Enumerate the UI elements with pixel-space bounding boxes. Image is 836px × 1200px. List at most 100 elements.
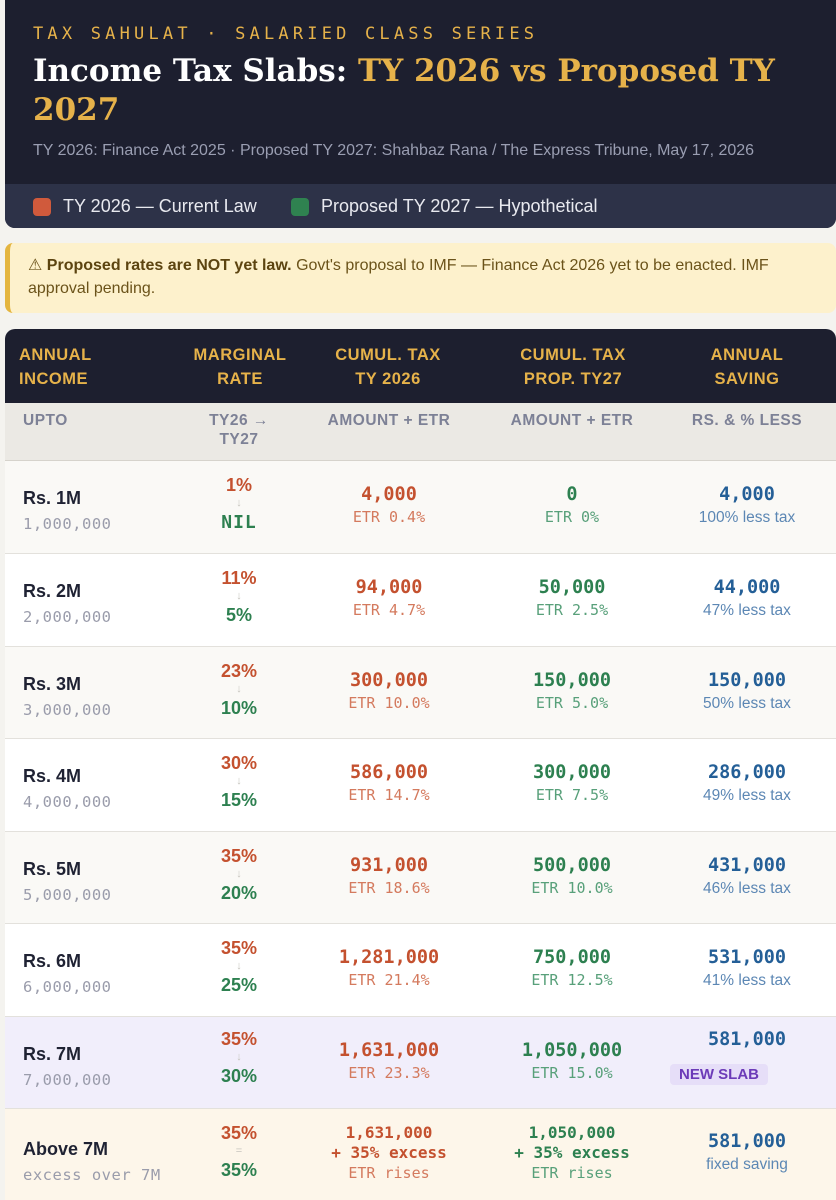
tax26-amount: 1,631,000	[338, 1040, 440, 1061]
down-arrow-icon: ↓	[236, 1051, 242, 1063]
warning-bold: Proposed rates are NOT yet law.	[46, 257, 292, 274]
rate-cell: 11% ↓ 5%	[189, 568, 289, 626]
subheader-amount-etr-27: AMOUNT + ETR	[510, 412, 634, 429]
rate-new: 15%	[220, 790, 258, 810]
table-row-new-slab: Rs. 7M 7,000,000 35% ↓ 30% 1,631,000 ETR…	[5, 1017, 836, 1109]
saving-cell: 431,000 46% less tax	[665, 855, 829, 898]
rate-old: 35%	[220, 1123, 258, 1143]
rate-old: 1%	[225, 475, 252, 495]
income-cell: Rs. 5M 5,000,000	[23, 859, 112, 904]
tax27-etr: ETR 7.5%	[535, 786, 609, 804]
table-row: Rs. 4M 4,000,000 30% ↓ 15% 586,000 ETR 1…	[5, 739, 836, 832]
tax26-amount: 931,000	[350, 855, 428, 876]
saving-less: 49% less tax	[703, 787, 791, 804]
tax26-cell: 1,281,000 ETR 21.4%	[307, 947, 471, 989]
tax26-amount: 586,000	[350, 762, 428, 783]
tax26-etr: ETR 23.3%	[348, 1064, 430, 1082]
new-slab-badge: NEW SLAB	[670, 1064, 768, 1085]
tax26-etr: ETR 10.0%	[348, 694, 430, 712]
tax26-cell: 1,631,000 ETR 23.3%	[307, 1040, 471, 1082]
income-cell: Rs. 7M 7,000,000	[23, 1044, 112, 1089]
saving-amount: 581,000	[708, 1029, 786, 1050]
tax27-amount: 750,000	[533, 947, 611, 968]
tax27-amount: 150,000	[533, 670, 611, 691]
equals-icon: =	[235, 1145, 243, 1157]
rate-cell: 35% ↓ 25%	[189, 938, 289, 996]
rate-cell: 23% ↓ 10%	[189, 661, 289, 719]
header-cumul-tax-ty2026: CUMUL. TAX TY 2026	[335, 346, 441, 388]
saving-less: 100% less tax	[698, 509, 796, 526]
saving-amount: 581,000	[708, 1131, 786, 1152]
tax27-amount: 50,000	[538, 577, 606, 598]
table-row: Rs. 1M 1,000,000 1% ↓ NIL 4,000 ETR 0.4%…	[5, 461, 836, 554]
tax26-amount: 4,000	[361, 484, 417, 505]
tax27-amount: 1,050,000	[528, 1123, 616, 1142]
income-full: 2,000,000	[23, 608, 112, 626]
saving-cell: 150,000 50% less tax	[665, 670, 829, 713]
down-arrow-icon: ↓	[236, 775, 242, 787]
income-full: 6,000,000	[23, 978, 112, 996]
saving-less: 41% less tax	[703, 972, 791, 989]
tax27-amount: 500,000	[533, 855, 611, 876]
income-cell: Rs. 2M 2,000,000	[23, 581, 112, 626]
subheader-rs-percent-less: RS. & % LESS	[691, 412, 803, 429]
income-full: 4,000,000	[23, 793, 112, 811]
saving-cell: 4,000 100% less tax	[665, 484, 829, 527]
table-row: Rs. 3M 3,000,000 23% ↓ 10% 300,000 ETR 1…	[5, 647, 836, 739]
income-cell: Rs. 1M 1,000,000	[23, 488, 112, 533]
title-part-2: TY 2026 vs Proposed TY 2027	[33, 53, 775, 128]
tax26-rises: ETR rises	[348, 1164, 430, 1182]
saving-amount: 44,000	[713, 577, 781, 598]
tax27-cell: 750,000 ETR 12.5%	[491, 947, 653, 989]
tax27-etr: ETR 2.5%	[535, 601, 609, 619]
tax27-cell: 50,000 ETR 2.5%	[491, 577, 653, 619]
tax26-etr: ETR 0.4%	[352, 508, 426, 526]
rate-new: 25%	[220, 975, 258, 995]
legend-item-ty2026: TY 2026 — Current Law	[33, 196, 257, 217]
rate-cell: 35% = 35%	[189, 1123, 289, 1181]
tax27-excess: + 35% excess	[514, 1143, 630, 1162]
income-cell: Above 7M excess over 7M	[23, 1139, 161, 1184]
income-label: Rs. 2M	[23, 581, 82, 601]
tax27-cell: 150,000 ETR 5.0%	[491, 670, 653, 712]
legend-label-ty2027: Proposed TY 2027 — Hypothetical	[321, 196, 598, 216]
saving-amount: 4,000	[719, 484, 775, 505]
page-title: Income Tax Slabs: TY 2026 vs Proposed TY…	[33, 52, 823, 130]
saving-amount: 531,000	[708, 947, 786, 968]
income-full: 1,000,000	[23, 515, 112, 533]
saving-amount: 431,000	[708, 855, 786, 876]
tax27-cell: 1,050,000 + 35% excess ETR rises	[491, 1123, 653, 1182]
income-label: Rs. 4M	[23, 766, 82, 786]
tax26-cell: 300,000 ETR 10.0%	[307, 670, 471, 712]
tax26-cell: 1,631,000 + 35% excess ETR rises	[307, 1123, 471, 1182]
income-cell: Rs. 6M 6,000,000	[23, 951, 112, 996]
saving-less: 47% less tax	[703, 602, 791, 619]
income-label: Above 7M	[23, 1139, 109, 1159]
tax26-etr: ETR 18.6%	[348, 879, 430, 897]
rate-old: 35%	[220, 938, 258, 958]
rate-new: NIL	[221, 512, 257, 533]
rate-old: 30%	[220, 753, 258, 773]
tax26-amount: 1,631,000	[345, 1123, 433, 1142]
warning-banner: ⚠ Proposed rates are NOT yet law. Govt's…	[5, 243, 836, 313]
warning-icon: ⚠	[28, 257, 43, 274]
subheader-ty26-ty27: TY26 → TY27	[209, 412, 269, 448]
income-label: Rs. 5M	[23, 859, 82, 879]
rate-new: 35%	[220, 1160, 258, 1180]
tax26-amount: 1,281,000	[338, 947, 440, 968]
saving-amount: 150,000	[708, 670, 786, 691]
tax26-amount: 94,000	[355, 577, 423, 598]
income-label: Rs. 7M	[23, 1044, 82, 1064]
legend-swatch-ty2026	[33, 197, 51, 216]
sources-line: TY 2026: Finance Act 2025 · Proposed TY …	[33, 142, 755, 159]
tax27-etr: ETR 15.0%	[531, 1064, 613, 1082]
tax27-amount: 0	[566, 484, 578, 505]
saving-less: 46% less tax	[703, 880, 791, 897]
saving-cell: 44,000 47% less tax	[665, 577, 829, 620]
tax27-cell: 500,000 ETR 10.0%	[491, 855, 653, 897]
tax26-etr: ETR 4.7%	[352, 601, 426, 619]
tax-slab-table: ANNUAL INCOME MARGINAL RATE CUMUL. TAX T…	[5, 329, 836, 1200]
tax26-cell: 931,000 ETR 18.6%	[307, 855, 471, 897]
legend-item-ty2027: Proposed TY 2027 — Hypothetical	[291, 196, 598, 217]
rate-new: 30%	[220, 1066, 258, 1086]
